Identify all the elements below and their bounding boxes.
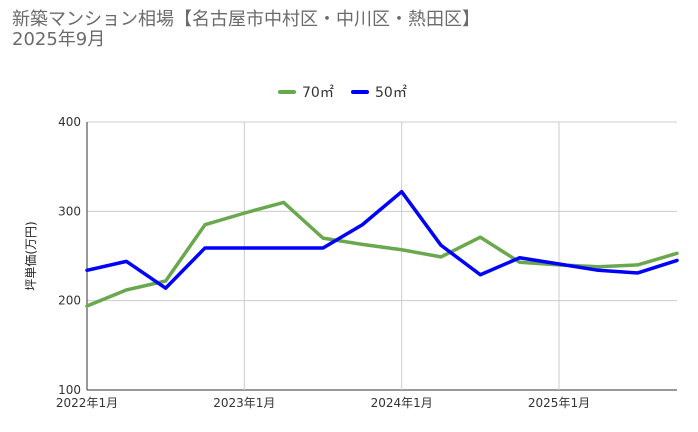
legend-label: 70㎡: [302, 85, 334, 101]
legend-label: 50㎡: [375, 85, 407, 101]
y-axis-title: 坪単価(万円): [24, 221, 38, 290]
x-tick-label: 2022年1月: [56, 396, 118, 410]
y-tick-label: 200: [58, 294, 81, 308]
chart-title: 新築マンション相場【名古屋市中村区・中川区・熱田区】 2025年9月: [12, 10, 682, 50]
series-line-2: [85, 189, 679, 290]
chart-title-line2: 2025年9月: [12, 29, 106, 50]
x-tick-label: 2023年1月: [213, 396, 275, 410]
x-tick-label: 2025年1月: [528, 396, 590, 410]
chart-title-line1: 新築マンション相場【名古屋市中村区・中川区・熱田区】: [12, 9, 480, 30]
y-tick-label: 300: [58, 204, 81, 218]
x-tick-label: 2024年1月: [371, 396, 433, 410]
series-line-1: [85, 200, 679, 308]
y-tick-label: 100: [58, 383, 81, 397]
y-tick-label: 400: [58, 115, 81, 129]
